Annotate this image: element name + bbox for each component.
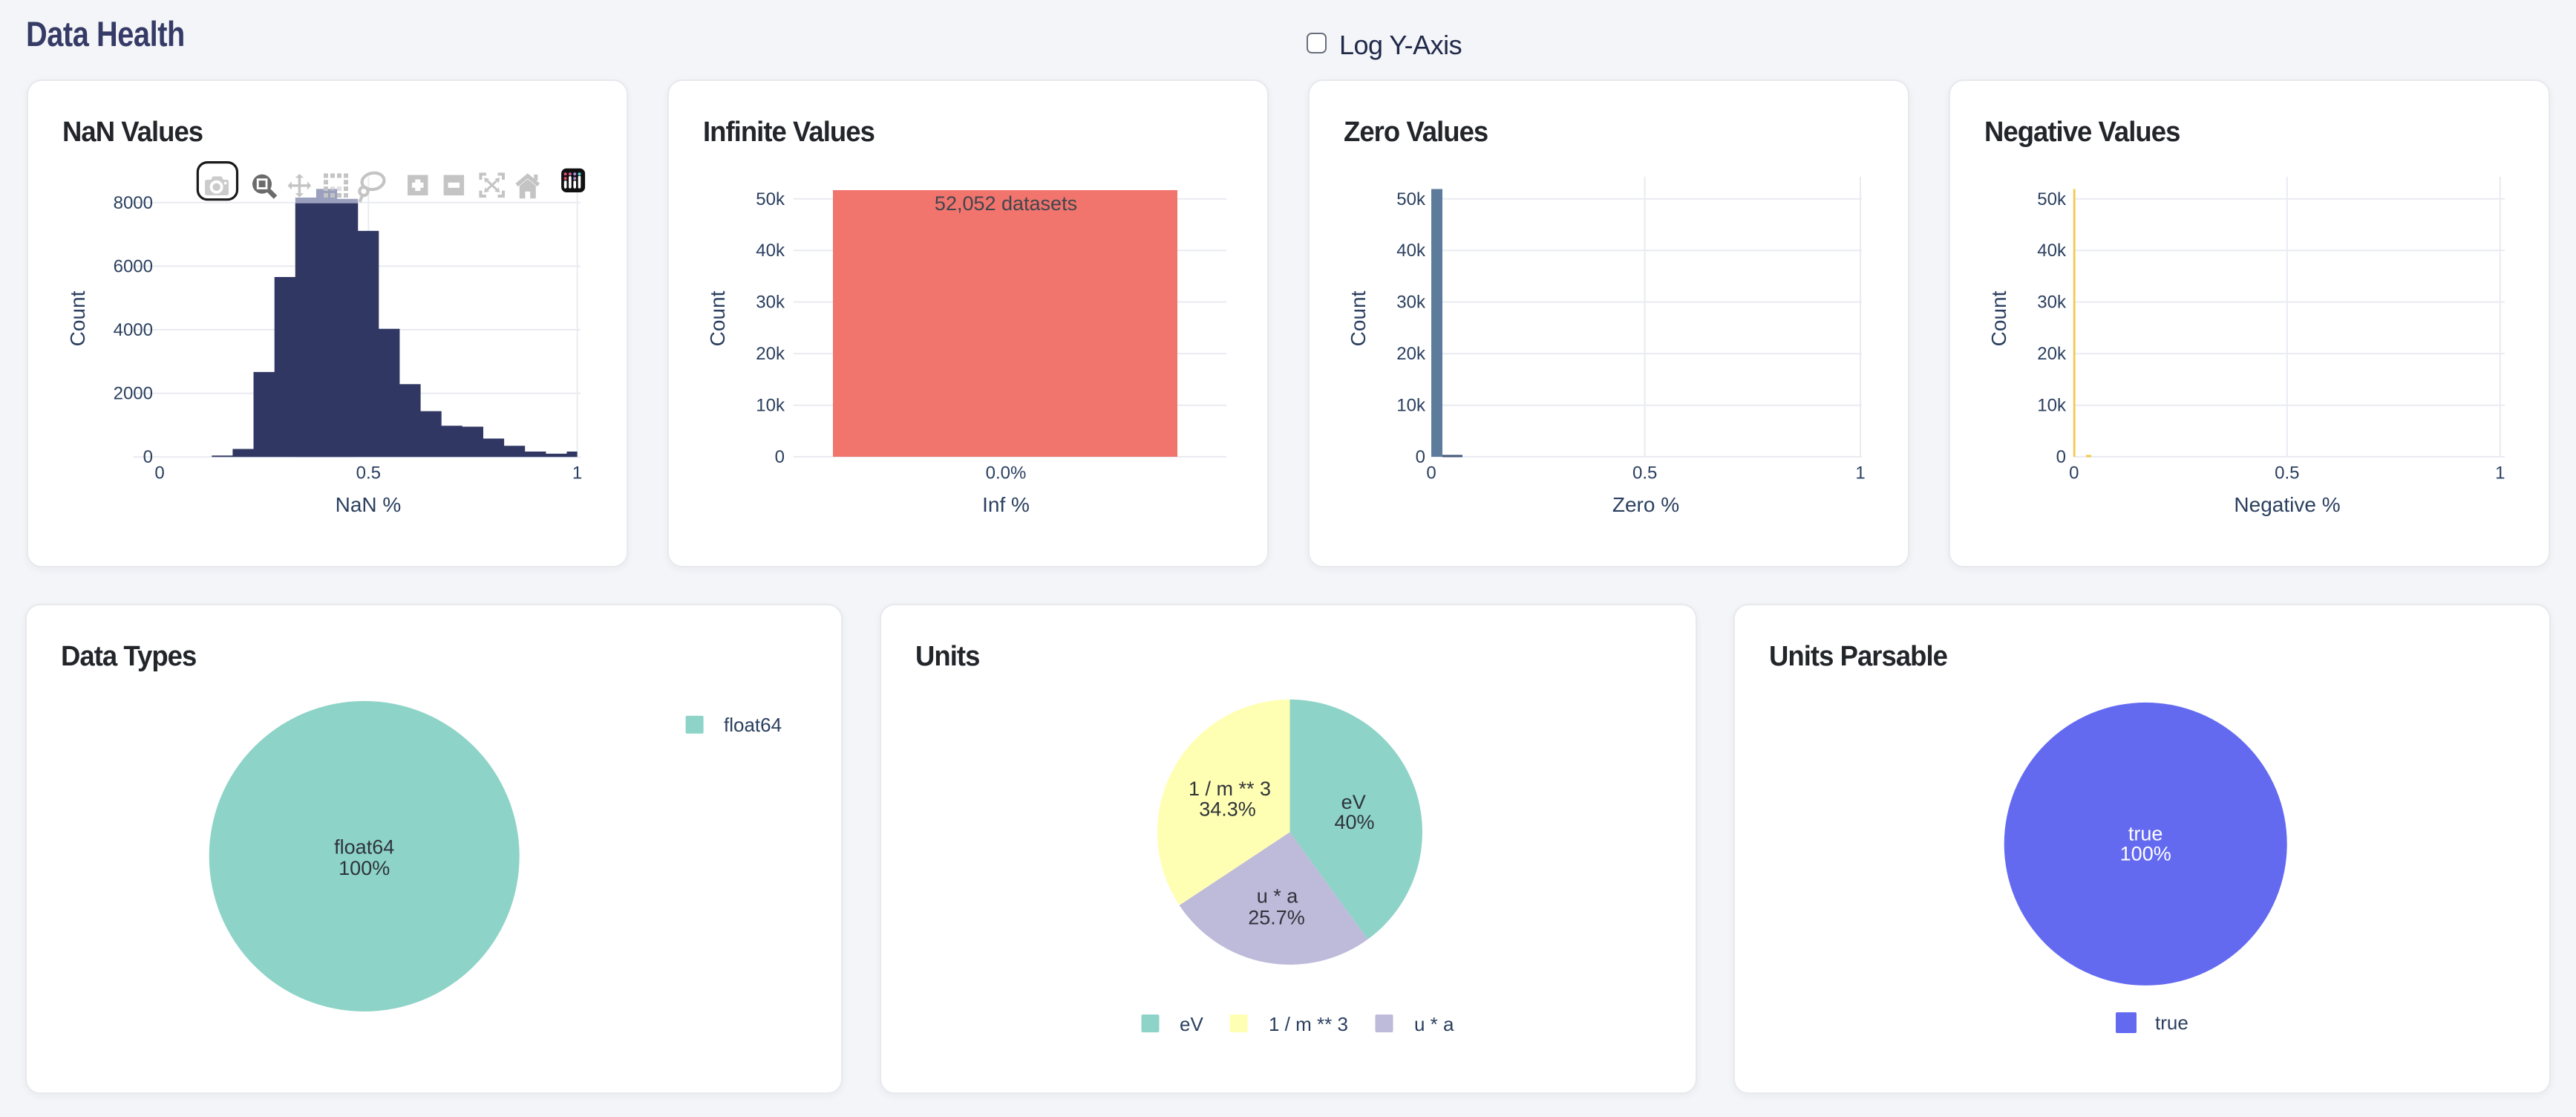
- svg-text:Count: Count: [66, 290, 89, 346]
- svg-text:100%: 100%: [339, 857, 390, 879]
- svg-text:20k: 20k: [2037, 344, 2067, 364]
- svg-text:30k: 30k: [1396, 293, 1426, 313]
- svg-text:50k: 50k: [1396, 189, 1426, 209]
- svg-text:Inf %: Inf %: [982, 493, 1030, 516]
- svg-text:u * a: u * a: [1256, 885, 1298, 908]
- svg-text:1: 1: [572, 463, 582, 483]
- svg-text:20k: 20k: [756, 344, 785, 364]
- svg-text:float64: float64: [724, 714, 782, 736]
- svg-text:10k: 10k: [2037, 396, 2067, 416]
- svg-text:0.5: 0.5: [2275, 463, 2299, 483]
- svg-text:52,052 datasets: 52,052 datasets: [935, 192, 1077, 215]
- svg-text:0: 0: [2069, 463, 2079, 483]
- svg-text:NaN %: NaN %: [336, 493, 402, 516]
- svg-text:0.5: 0.5: [356, 463, 381, 483]
- svg-text:1: 1: [1855, 463, 1865, 483]
- svg-text:u * a: u * a: [1414, 1013, 1454, 1035]
- svg-text:100%: 100%: [2120, 843, 2171, 865]
- svg-text:40k: 40k: [1396, 241, 1426, 261]
- svg-text:eV: eV: [1341, 791, 1365, 813]
- svg-text:float64: float64: [334, 836, 394, 859]
- svg-text:0: 0: [2056, 447, 2066, 467]
- svg-text:30k: 30k: [756, 293, 785, 313]
- svg-text:1 / m ** 3: 1 / m ** 3: [1188, 778, 1270, 800]
- svg-text:1: 1: [2495, 463, 2505, 483]
- svg-text:Negative %: Negative %: [2234, 493, 2340, 516]
- svg-text:eV: eV: [1180, 1013, 1203, 1035]
- svg-text:2000: 2000: [114, 384, 153, 404]
- svg-text:0: 0: [154, 463, 164, 483]
- svg-text:Count: Count: [706, 290, 729, 346]
- svg-text:0: 0: [1416, 447, 1425, 467]
- svg-text:25.7%: 25.7%: [1248, 907, 1305, 929]
- svg-text:6000: 6000: [114, 256, 153, 276]
- svg-text:Count: Count: [1987, 290, 2010, 346]
- svg-text:Zero %: Zero %: [1612, 493, 1679, 516]
- svg-text:true: true: [2155, 1012, 2188, 1034]
- svg-text:8000: 8000: [114, 193, 153, 213]
- svg-text:1 / m ** 3: 1 / m ** 3: [1269, 1013, 1348, 1035]
- svg-text:true: true: [2128, 823, 2163, 845]
- svg-text:0: 0: [143, 447, 153, 467]
- svg-text:4000: 4000: [114, 320, 153, 340]
- svg-text:0.0%: 0.0%: [986, 463, 1027, 483]
- svg-text:40k: 40k: [756, 241, 785, 261]
- svg-text:30k: 30k: [2037, 293, 2067, 313]
- svg-text:0.5: 0.5: [1632, 463, 1657, 483]
- svg-text:50k: 50k: [756, 189, 785, 209]
- svg-text:50k: 50k: [2037, 189, 2067, 209]
- svg-text:0: 0: [775, 447, 785, 467]
- svg-text:10k: 10k: [1396, 396, 1426, 416]
- svg-text:40k: 40k: [2037, 241, 2067, 261]
- svg-text:20k: 20k: [1396, 344, 1426, 364]
- svg-text:10k: 10k: [756, 396, 785, 416]
- svg-text:40%: 40%: [1334, 811, 1374, 833]
- svg-text:0: 0: [1426, 463, 1436, 483]
- svg-text:Count: Count: [1347, 290, 1370, 346]
- svg-text:34.3%: 34.3%: [1199, 798, 1256, 821]
